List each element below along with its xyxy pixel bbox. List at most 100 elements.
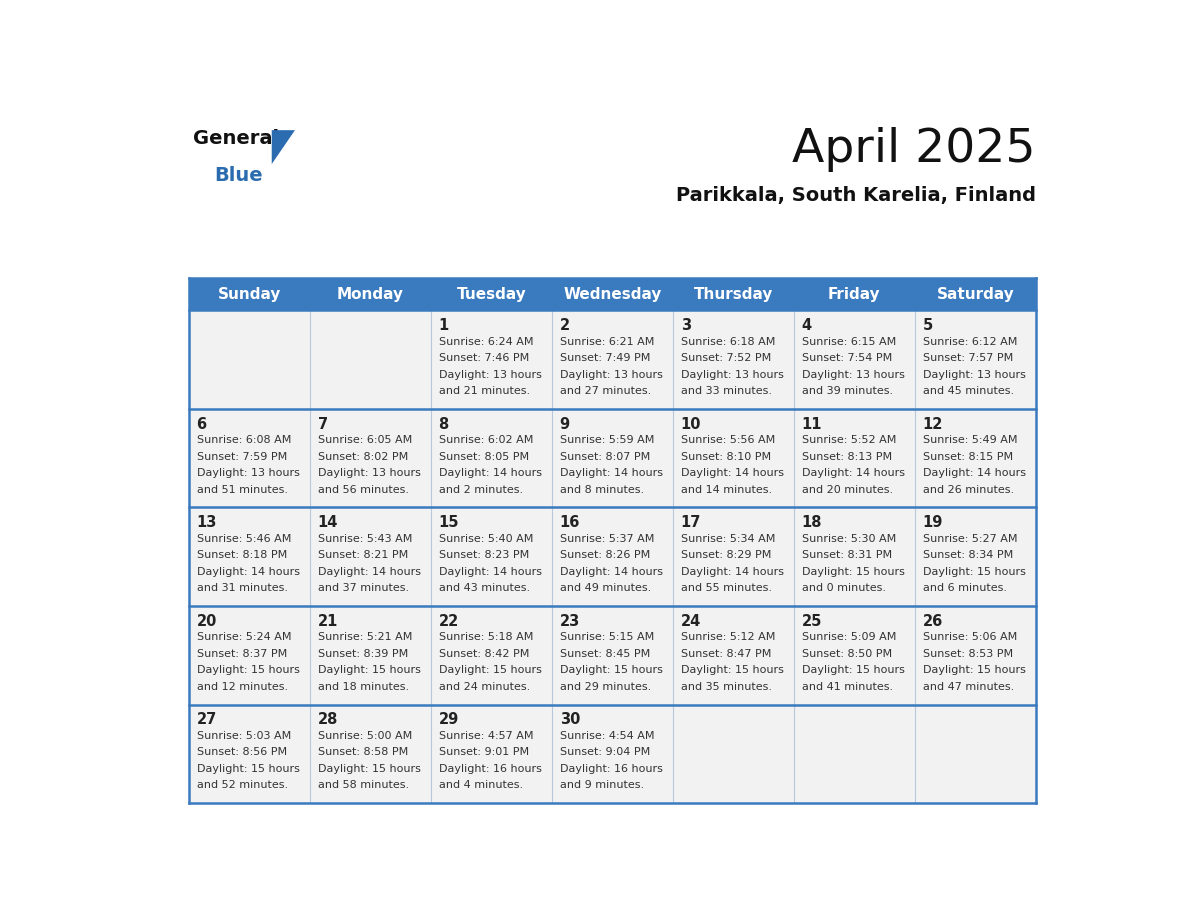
- Text: 20: 20: [196, 614, 217, 629]
- Text: 27: 27: [196, 712, 216, 727]
- Text: and 12 minutes.: and 12 minutes.: [196, 682, 287, 692]
- Text: Sunset: 8:26 PM: Sunset: 8:26 PM: [560, 550, 650, 560]
- Text: Daylight: 13 hours: Daylight: 13 hours: [681, 370, 783, 380]
- Text: Daylight: 14 hours: Daylight: 14 hours: [681, 468, 784, 478]
- Text: Sunrise: 5:27 AM: Sunrise: 5:27 AM: [923, 533, 1017, 543]
- Text: Sunrise: 6:08 AM: Sunrise: 6:08 AM: [196, 435, 291, 445]
- Text: Sunset: 7:54 PM: Sunset: 7:54 PM: [802, 353, 892, 364]
- Text: Daylight: 13 hours: Daylight: 13 hours: [317, 468, 421, 478]
- Text: and 45 minutes.: and 45 minutes.: [923, 386, 1013, 397]
- Text: and 37 minutes.: and 37 minutes.: [317, 583, 409, 593]
- Text: Sunrise: 5:37 AM: Sunrise: 5:37 AM: [560, 533, 653, 543]
- Text: and 24 minutes.: and 24 minutes.: [438, 682, 530, 692]
- Text: Daylight: 15 hours: Daylight: 15 hours: [438, 666, 542, 676]
- Text: Sunset: 8:58 PM: Sunset: 8:58 PM: [317, 747, 407, 757]
- Text: 21: 21: [317, 614, 337, 629]
- Text: 17: 17: [681, 515, 701, 531]
- Text: and 26 minutes.: and 26 minutes.: [923, 485, 1013, 495]
- Text: Sunset: 8:34 PM: Sunset: 8:34 PM: [923, 550, 1013, 560]
- Text: and 2 minutes.: and 2 minutes.: [438, 485, 523, 495]
- Text: 24: 24: [681, 614, 701, 629]
- Text: Sunrise: 5:12 AM: Sunrise: 5:12 AM: [681, 633, 775, 643]
- Text: 15: 15: [438, 515, 459, 531]
- Text: Sunset: 8:31 PM: Sunset: 8:31 PM: [802, 550, 892, 560]
- Text: General: General: [192, 129, 279, 149]
- Text: Daylight: 14 hours: Daylight: 14 hours: [438, 468, 542, 478]
- Text: Sunset: 7:59 PM: Sunset: 7:59 PM: [196, 452, 286, 462]
- Text: Sunrise: 5:15 AM: Sunrise: 5:15 AM: [560, 633, 653, 643]
- Text: Daylight: 16 hours: Daylight: 16 hours: [560, 764, 663, 774]
- Text: Sunset: 9:01 PM: Sunset: 9:01 PM: [438, 747, 529, 757]
- Text: Daylight: 15 hours: Daylight: 15 hours: [196, 666, 299, 676]
- Text: 22: 22: [438, 614, 459, 629]
- Text: and 8 minutes.: and 8 minutes.: [560, 485, 644, 495]
- Text: Daylight: 15 hours: Daylight: 15 hours: [681, 666, 783, 676]
- Text: Sunset: 8:18 PM: Sunset: 8:18 PM: [196, 550, 286, 560]
- Text: and 55 minutes.: and 55 minutes.: [681, 583, 771, 593]
- Text: and 41 minutes.: and 41 minutes.: [802, 682, 892, 692]
- Text: 28: 28: [317, 712, 337, 727]
- Text: and 18 minutes.: and 18 minutes.: [317, 682, 409, 692]
- Bar: [189, 409, 1036, 508]
- Text: and 31 minutes.: and 31 minutes.: [196, 583, 287, 593]
- Text: and 4 minutes.: and 4 minutes.: [438, 780, 523, 790]
- Text: Sunset: 9:04 PM: Sunset: 9:04 PM: [560, 747, 650, 757]
- Text: 2: 2: [560, 318, 570, 333]
- Text: and 49 minutes.: and 49 minutes.: [560, 583, 651, 593]
- Text: 3: 3: [681, 318, 690, 333]
- Text: Daylight: 14 hours: Daylight: 14 hours: [317, 566, 421, 577]
- Text: Daylight: 14 hours: Daylight: 14 hours: [560, 566, 663, 577]
- Text: 7: 7: [317, 417, 328, 431]
- Text: Sunset: 8:37 PM: Sunset: 8:37 PM: [196, 649, 286, 659]
- Text: Sunrise: 5:00 AM: Sunrise: 5:00 AM: [317, 731, 412, 741]
- Text: 12: 12: [923, 417, 943, 431]
- Text: 10: 10: [681, 417, 701, 431]
- Text: Sunset: 8:29 PM: Sunset: 8:29 PM: [681, 550, 771, 560]
- Text: Sunrise: 6:18 AM: Sunrise: 6:18 AM: [681, 337, 775, 346]
- Bar: [189, 705, 1036, 803]
- Text: Sunset: 7:52 PM: Sunset: 7:52 PM: [681, 353, 771, 364]
- Text: and 21 minutes.: and 21 minutes.: [438, 386, 530, 397]
- Text: and 51 minutes.: and 51 minutes.: [196, 485, 287, 495]
- Text: Sunrise: 6:24 AM: Sunrise: 6:24 AM: [438, 337, 533, 346]
- Text: and 29 minutes.: and 29 minutes.: [560, 682, 651, 692]
- Text: Tuesday: Tuesday: [456, 286, 526, 302]
- Text: Sunset: 8:47 PM: Sunset: 8:47 PM: [681, 649, 771, 659]
- Text: Sunrise: 5:03 AM: Sunrise: 5:03 AM: [196, 731, 291, 741]
- Text: Sunday: Sunday: [217, 286, 282, 302]
- Text: Sunset: 8:05 PM: Sunset: 8:05 PM: [438, 452, 529, 462]
- Text: 13: 13: [196, 515, 217, 531]
- Text: Wednesday: Wednesday: [563, 286, 662, 302]
- Text: Sunset: 8:15 PM: Sunset: 8:15 PM: [923, 452, 1012, 462]
- Text: Sunset: 8:10 PM: Sunset: 8:10 PM: [681, 452, 771, 462]
- Text: Daylight: 14 hours: Daylight: 14 hours: [681, 566, 784, 577]
- Text: Daylight: 13 hours: Daylight: 13 hours: [560, 370, 663, 380]
- Bar: [189, 508, 1036, 606]
- Text: Sunrise: 5:06 AM: Sunrise: 5:06 AM: [923, 633, 1017, 643]
- Polygon shape: [272, 130, 295, 164]
- Text: Sunrise: 4:57 AM: Sunrise: 4:57 AM: [438, 731, 533, 741]
- Text: 23: 23: [560, 614, 580, 629]
- Text: Daylight: 15 hours: Daylight: 15 hours: [802, 666, 904, 676]
- Text: Sunrise: 5:18 AM: Sunrise: 5:18 AM: [438, 633, 533, 643]
- Text: Sunset: 8:07 PM: Sunset: 8:07 PM: [560, 452, 650, 462]
- Text: 11: 11: [802, 417, 822, 431]
- Text: Daylight: 15 hours: Daylight: 15 hours: [923, 666, 1025, 676]
- Text: Daylight: 15 hours: Daylight: 15 hours: [317, 764, 421, 774]
- Bar: [189, 278, 1036, 310]
- Text: Sunrise: 5:49 AM: Sunrise: 5:49 AM: [923, 435, 1017, 445]
- Text: Sunrise: 6:21 AM: Sunrise: 6:21 AM: [560, 337, 653, 346]
- Text: Monday: Monday: [337, 286, 404, 302]
- Text: Daylight: 14 hours: Daylight: 14 hours: [438, 566, 542, 577]
- Text: Sunset: 7:57 PM: Sunset: 7:57 PM: [923, 353, 1013, 364]
- Text: Saturday: Saturday: [936, 286, 1015, 302]
- Text: Daylight: 16 hours: Daylight: 16 hours: [438, 764, 542, 774]
- Text: Sunrise: 4:54 AM: Sunrise: 4:54 AM: [560, 731, 655, 741]
- Text: and 9 minutes.: and 9 minutes.: [560, 780, 644, 790]
- Text: Sunrise: 5:30 AM: Sunrise: 5:30 AM: [802, 533, 896, 543]
- Text: 1: 1: [438, 318, 449, 333]
- Text: 30: 30: [560, 712, 580, 727]
- Text: Daylight: 14 hours: Daylight: 14 hours: [802, 468, 904, 478]
- Text: 19: 19: [923, 515, 943, 531]
- Text: Sunrise: 6:12 AM: Sunrise: 6:12 AM: [923, 337, 1017, 346]
